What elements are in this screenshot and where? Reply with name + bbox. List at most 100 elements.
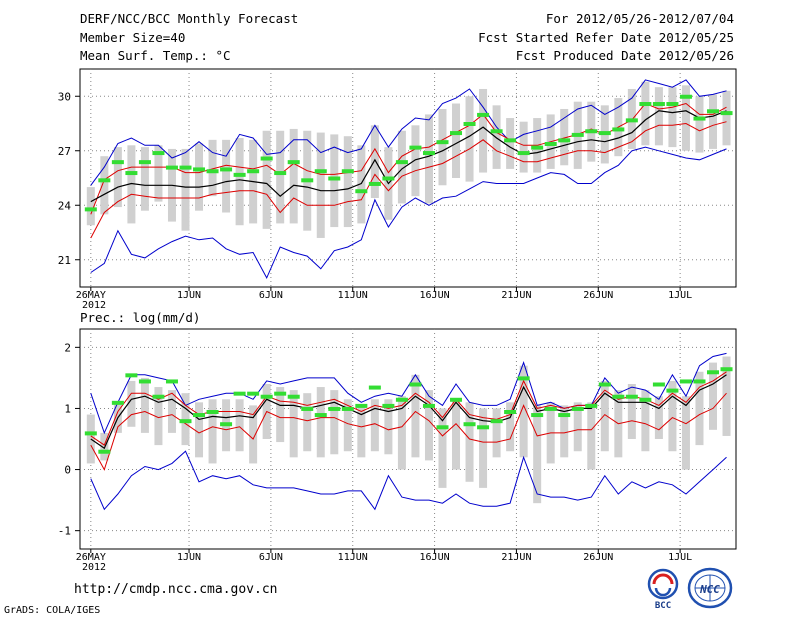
prec-box-4 — [140, 377, 149, 433]
temp-min-line — [90, 146, 727, 280]
prec-min-line — [90, 450, 727, 511]
prec-year-label: 2012 — [82, 562, 106, 573]
prec-marker-13 — [260, 394, 273, 399]
prec-marker-0 — [84, 431, 97, 436]
prec-marker-32 — [517, 376, 530, 381]
temp-marker-19 — [341, 169, 354, 174]
temp-box-26 — [438, 108, 447, 186]
temp-ytick-label-2: 27 — [58, 145, 71, 158]
prec-marker-30 — [490, 419, 503, 424]
prec-box-9 — [208, 399, 217, 464]
prec-box-38 — [600, 380, 609, 452]
temp-marker-45 — [693, 116, 706, 121]
prec-xtick-label-3: 11JUN — [338, 552, 368, 563]
temp-ytick-label-1: 24 — [58, 199, 72, 212]
temp-box-29 — [479, 88, 488, 173]
temp-marker-0 — [84, 207, 97, 212]
temp-marker-24 — [409, 145, 422, 150]
prec-box-27 — [452, 399, 461, 470]
prec-marker-8 — [193, 413, 206, 418]
temp-upper-line — [90, 102, 727, 215]
prec-box-15 — [289, 390, 298, 458]
prec-marker-44 — [679, 379, 692, 384]
temp-marker-27 — [450, 131, 463, 136]
prec-panel: -1 0 1 2 26MAY 1JUN 6JUN 11JUN 16JUN 21JUN 26JUN 1J… — [58, 328, 737, 573]
prec-xtick-label-1: 1JUN — [177, 552, 201, 563]
prec-marker-28 — [463, 422, 476, 427]
temp-box-21 — [370, 125, 379, 198]
prec-marker-15 — [287, 394, 300, 399]
prec-xtick-label-2: 6JUN — [259, 552, 283, 563]
prec-box-14 — [276, 387, 285, 443]
source-url[interactable]: http://cmdp.ncc.cma.gov.cn — [74, 582, 278, 597]
prec-ytick-label-3: 2 — [64, 341, 71, 354]
temp-box-14 — [276, 130, 285, 224]
prec-box-7 — [181, 393, 190, 446]
prec-box-8 — [195, 402, 204, 458]
produced-date: Fcst Produced Date 2012/05/26 — [515, 48, 734, 63]
temp-marker-28 — [463, 122, 476, 126]
prec-max-line — [90, 352, 727, 435]
prec-marker-40 — [625, 394, 638, 399]
prec-xtick-label-5: 21JUN — [501, 552, 531, 563]
prec-box-19 — [343, 399, 352, 452]
prec-marker-34 — [544, 406, 557, 411]
temp-marker-2 — [111, 160, 124, 165]
started-refer-date: Fcst Started Refer Date 2012/05/25 — [478, 30, 734, 45]
prec-marker-43 — [666, 388, 679, 393]
temp-box-30 — [492, 105, 501, 169]
temp-marker-7 — [179, 165, 192, 170]
temp-marker-9 — [206, 169, 219, 174]
prec-box-3 — [127, 380, 136, 427]
prec-box-11 — [235, 399, 244, 452]
prec-marker-3 — [125, 373, 138, 378]
temp-marker-36 — [571, 132, 584, 137]
temp-box-8 — [195, 143, 204, 211]
temp-xtick-label-5: 21JUN — [501, 290, 531, 301]
prec-marker-24 — [409, 382, 422, 387]
prec-marker-38 — [598, 382, 611, 387]
prec-box-33 — [533, 405, 542, 504]
temp-ytick-label-0: 21 — [58, 254, 71, 267]
temp-max-line — [90, 79, 727, 186]
prec-box-42 — [654, 396, 663, 439]
temp-marker-34 — [544, 141, 557, 146]
prec-marker-2 — [111, 400, 124, 405]
temp-marker-30 — [490, 129, 503, 134]
temp-marker-23 — [395, 160, 408, 165]
prec-box-36 — [573, 402, 582, 452]
temp-marker-40 — [625, 118, 638, 123]
temp-marker-6 — [165, 165, 178, 170]
temp-box-20 — [357, 145, 366, 224]
prec-box-41 — [641, 390, 650, 452]
temp-ytick-label-3: 30 — [58, 90, 71, 103]
prec-marker-4 — [138, 379, 151, 384]
temp-box-15 — [289, 128, 298, 224]
temp-marker-33 — [531, 145, 544, 150]
temp-marker-42 — [652, 102, 665, 107]
temp-box-19 — [343, 136, 352, 228]
prec-marker-9 — [206, 410, 219, 414]
temp-box-7 — [181, 148, 190, 231]
temp-xtick-label-3: 11JUN — [338, 290, 368, 301]
prec-box-23 — [397, 396, 406, 470]
temp-box-2 — [113, 147, 122, 208]
temp-marker-4 — [138, 160, 151, 165]
prec-marker-35 — [558, 413, 571, 418]
prec-box-37 — [587, 402, 596, 470]
temp-xtick-label-4: 16JUN — [420, 290, 450, 301]
temp-box-32 — [519, 121, 528, 173]
temp-box-5 — [154, 145, 163, 202]
temp-marker-26 — [436, 140, 449, 145]
temp-marker-37 — [585, 129, 598, 134]
prec-marker-11 — [233, 391, 246, 396]
temp-box-9 — [208, 139, 217, 197]
temp-box-3 — [127, 145, 136, 224]
prec-marker-23 — [395, 397, 408, 402]
ncc-logo-text: NCC — [699, 583, 720, 596]
prec-box-21 — [370, 399, 379, 452]
temp-xtick-label-2: 6JUN — [259, 290, 283, 301]
temp-year-label: 2012 — [82, 300, 106, 311]
temp-marker-20 — [355, 189, 368, 194]
temp-box-41 — [641, 81, 650, 146]
